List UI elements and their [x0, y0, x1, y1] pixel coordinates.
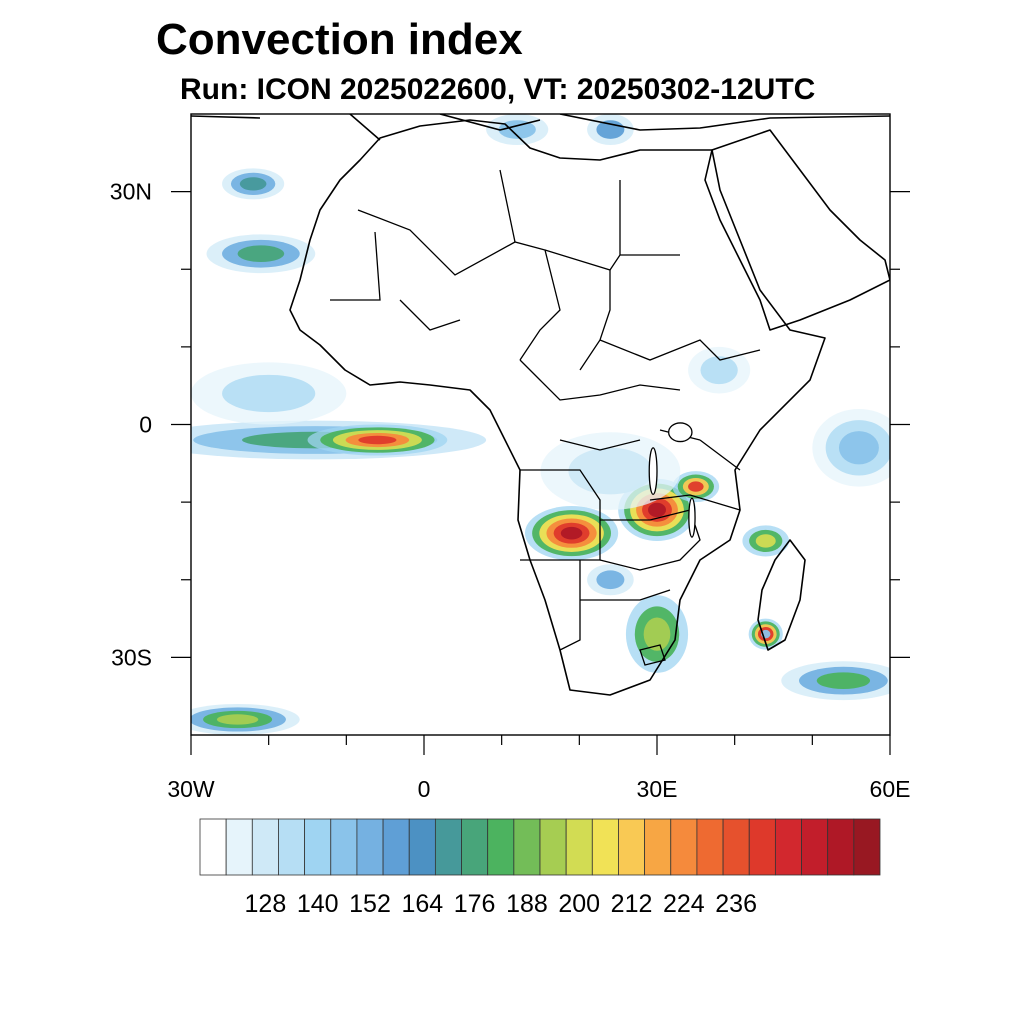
- colorbar-swatch: [278, 818, 306, 876]
- angola-zambia-cell-level-5: [560, 526, 583, 540]
- lat-label: 30S: [111, 644, 152, 670]
- mediterranean-cell-level-1: [498, 120, 536, 139]
- country-borders: [330, 169, 761, 666]
- botswana-cell-level-1: [596, 570, 625, 590]
- lake-tanganyika: [648, 447, 658, 496]
- colorbar-label: 236: [715, 890, 757, 918]
- canary-plume-level-2: [239, 177, 267, 191]
- colorbar: [199, 818, 881, 876]
- colorbar-swatch: [434, 818, 462, 876]
- colorbar-swatch: [696, 818, 724, 876]
- axis-ticks: [171, 191, 910, 755]
- aegean-cell: [587, 114, 634, 146]
- arabia-coastline: [704, 129, 890, 331]
- mozambique-channel-cell-level-2: [755, 534, 776, 548]
- southwest-atlantic-band-level-3: [216, 714, 259, 725]
- chart-subtitle: Run: ICON 2025022600, VT: 20250302-12UTC: [180, 73, 816, 106]
- colorbar-swatch: [251, 818, 279, 876]
- colorbar-swatch: [461, 818, 489, 876]
- colorbar-swatch: [670, 818, 698, 876]
- ethiopia-haze-level-1: [700, 356, 738, 385]
- colorbar-swatch: [304, 818, 332, 876]
- lake-malawi: [688, 497, 696, 538]
- colorbar-swatch: [356, 818, 384, 876]
- colorbar-swatch: [565, 818, 593, 876]
- indian-ocean-band: [781, 661, 890, 701]
- axis-labels: 30W 0 30E 60E 30N 0 30S: [110, 179, 911, 802]
- colorbar-swatch: [722, 818, 750, 876]
- lon-label: 30W: [167, 776, 215, 802]
- equatorial-atlantic-cell-level-4: [358, 435, 397, 445]
- colorbar-label: 200: [558, 890, 600, 918]
- west-africa-plume: [206, 234, 316, 274]
- canary-plume: [222, 168, 285, 200]
- lat-label: 30N: [110, 179, 152, 205]
- east-indian-ocean-band: [812, 408, 890, 487]
- aegean-cell-level-1: [596, 120, 625, 139]
- colorbar-label: 152: [349, 890, 391, 918]
- colorbar-label: 212: [611, 890, 653, 918]
- colorbar-swatch: [539, 818, 567, 876]
- colorbar-swatch: [618, 818, 646, 876]
- colorbar-swatch: [225, 818, 253, 876]
- colorbar-labels: 128 140 152 164 176 188 200 212 224 236: [245, 890, 757, 918]
- colorbar-label: 140: [297, 890, 339, 918]
- west-africa-plume-level-2: [237, 245, 285, 263]
- colorbar-swatch: [199, 818, 227, 876]
- colorbar-swatch: [644, 818, 672, 876]
- mozambique-channel-cell: [742, 525, 790, 557]
- colorbar-label: 188: [506, 890, 548, 918]
- colorbar-label: 224: [663, 890, 705, 918]
- lat-label: 0: [139, 412, 152, 438]
- colorbar-swatch: [513, 818, 541, 876]
- south-africa-cell-level-2: [643, 617, 671, 651]
- madagascar-coastline: [757, 539, 806, 651]
- convection-field: [191, 114, 890, 735]
- colorbar-swatch: [330, 818, 358, 876]
- colorbar-swatch: [487, 818, 515, 876]
- congo-basin-haze: [540, 432, 681, 510]
- lon-label: 0: [418, 776, 431, 802]
- tanzania-cell: [672, 471, 720, 503]
- chart-title: Convection index: [156, 15, 523, 64]
- atlantic-haze: [191, 362, 347, 425]
- colorbar-swatch: [853, 818, 881, 876]
- indian-ocean-band-level-2: [816, 672, 871, 689]
- colorbar-swatch: [591, 818, 619, 876]
- colorbar-swatch: [801, 818, 829, 876]
- zambia-east-cell-level-5: [648, 502, 666, 518]
- colorbar-swatch: [382, 818, 410, 876]
- colorbar-swatch: [408, 818, 436, 876]
- congo-basin-haze-level-1: [568, 447, 653, 495]
- ethiopia-haze: [688, 346, 751, 394]
- angola-zambia-cell: [524, 506, 619, 561]
- tanzania-cell-level-3: [688, 481, 704, 492]
- southwest-atlantic-band: [191, 703, 300, 735]
- europe-coastline: [191, 114, 890, 141]
- africa-coastline: [289, 119, 826, 696]
- equatorial-atlantic-cell: [307, 424, 448, 456]
- colorbar-label: 164: [401, 890, 443, 918]
- coastlines: [191, 114, 890, 696]
- lon-label: 30E: [637, 776, 678, 802]
- lake-victoria: [667, 422, 693, 443]
- colorbar-label: 176: [454, 890, 496, 918]
- east-indian-ocean-band-level-2: [838, 431, 879, 465]
- colorbar-label: 128: [245, 890, 287, 918]
- botswana-cell: [587, 564, 634, 596]
- colorbar-swatch: [827, 818, 855, 876]
- lon-label: 60E: [870, 776, 911, 802]
- lakes: [648, 422, 696, 538]
- colorbar-swatch: [774, 818, 802, 876]
- atlantic-haze-level-1: [222, 374, 316, 413]
- colorbar-swatch: [748, 818, 776, 876]
